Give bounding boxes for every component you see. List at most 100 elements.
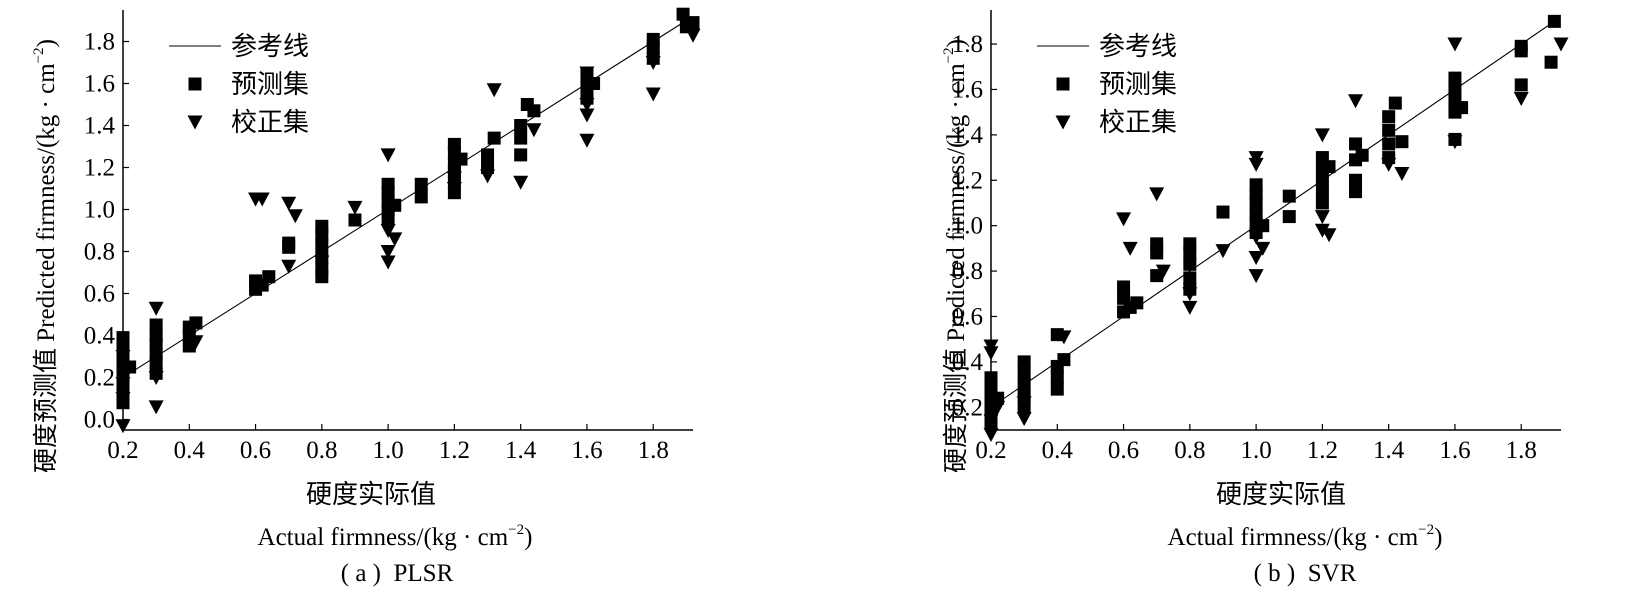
y-tick-label: 0.6: [952, 303, 983, 330]
calibration-point: [486, 83, 502, 98]
y-tick-label: 1.6: [84, 71, 115, 98]
prediction-point: [1547, 14, 1561, 28]
prediction-point: [1130, 296, 1144, 310]
x-tick-label: 1.0: [1240, 437, 1271, 464]
calibration-point: [645, 56, 661, 70]
y-tick-label: 1.8: [84, 29, 115, 56]
y-tick-label: 1.2: [84, 155, 115, 182]
legend-triangle-swatch: [1055, 115, 1071, 130]
calibration-point: [115, 392, 131, 406]
x-axis-label-en-text: Actual firmness/(kg · cm: [1168, 524, 1419, 551]
calibration-point: [1314, 128, 1330, 143]
panel-caption: ( a ) PLSR: [341, 560, 454, 587]
prediction-point: [1183, 237, 1197, 251]
prediction-point: [514, 119, 528, 132]
panel-svr: 0.2 0.4 0.6 0.8 1.0 1.2 1.4 1.6 1.8 0.2 0.4 0.6 0.8 1…: [941, 10, 1569, 587]
prediction-point: [514, 148, 528, 162]
calibration-point: [579, 108, 595, 123]
axes: [990, 10, 1561, 431]
calibration-point: [983, 339, 999, 354]
y-tick-label: 0.6: [84, 281, 115, 308]
x-tick-label: 1.6: [1439, 437, 1470, 464]
calibration-point: [983, 414, 999, 429]
x-axis-label-cn: 硬度实际值: [1216, 480, 1346, 509]
prediction-point: [1544, 55, 1558, 69]
legend-label: 校正集: [1099, 108, 1177, 137]
calibration-point: [1447, 135, 1463, 150]
x-tick-label: 1.2: [439, 437, 470, 464]
calibration-point: [148, 301, 164, 316]
y-tick-label: 0.2: [952, 394, 983, 421]
calibration-point: [579, 66, 595, 81]
calibration-point: [1248, 151, 1264, 166]
prediction-point: [1448, 82, 1462, 96]
x-tick-label: 1.0: [372, 437, 403, 464]
tick-labels: 0.2 0.4 0.6 0.8 1.0 1.2 1.4 1.6 1.8 0.0 0.2 0.4 0.6 0…: [84, 29, 669, 465]
calibration-point: [990, 400, 1006, 415]
panel-caption: ( b ) SVR: [1254, 560, 1357, 587]
prediction-point: [1349, 185, 1363, 199]
y-tick-label: 0.8: [952, 258, 983, 285]
legend-label: 预测集: [1099, 70, 1177, 99]
calibration-point: [1553, 37, 1569, 52]
calibration-point: [148, 400, 164, 415]
calibration-point: [1016, 396, 1032, 411]
reference-line-group: [990, 20, 1555, 408]
calibration-point: [1513, 92, 1529, 107]
prediction-point: [381, 177, 395, 191]
calibration-point: [446, 182, 462, 196]
y-tick-label: 1.2: [952, 167, 983, 194]
calibration-point: [685, 28, 701, 43]
y-tick-label: 1.8: [952, 31, 983, 58]
prediction-point: [514, 131, 528, 145]
x-axis-label-en: Actual firmness/(kg · cm−2): [258, 522, 533, 551]
y-axis-label-close: ): [33, 39, 60, 47]
prediction-point: [587, 77, 601, 90]
legend-label: 参考线: [1099, 32, 1177, 61]
y-tick-label: 1.6: [952, 76, 983, 103]
calibration-point: [1016, 412, 1032, 427]
calibration-point: [1149, 187, 1165, 202]
y-axis-label-close: ): [943, 39, 970, 47]
calibration-point: [1116, 212, 1132, 227]
x-tick-label: 0.6: [1108, 437, 1139, 464]
prediction-point: [686, 16, 700, 30]
prediction-point: [487, 131, 501, 145]
calibration-set-series: [983, 37, 1569, 443]
prediction-point: [149, 347, 163, 361]
prediction-point: [1017, 355, 1031, 369]
legend-square-swatch: [1056, 77, 1070, 91]
prediction-point: [1057, 353, 1071, 367]
calibration-point: [281, 196, 297, 211]
prediction-point: [282, 236, 296, 250]
x-tick-label: 1.8: [1506, 437, 1537, 464]
legend-label: 校正集: [231, 108, 309, 137]
prediction-point: [1249, 178, 1263, 192]
calibration-point: [115, 350, 131, 364]
calibration-point: [1248, 269, 1264, 284]
prediction-set-series: [984, 14, 1561, 430]
prediction-point: [348, 213, 362, 227]
prediction-point: [149, 318, 163, 332]
calibration-point: [1447, 37, 1463, 52]
calibration-point: [1348, 94, 1364, 109]
prediction-point: [1315, 196, 1329, 210]
prediction-point: [676, 7, 690, 21]
calibration-point: [380, 148, 396, 163]
x-axis-label-close: ): [1434, 524, 1442, 551]
calibration-point: [254, 192, 270, 207]
y-tick-label: 1.0: [84, 197, 115, 224]
reference-line-group: [122, 20, 687, 378]
calibration-point: [1155, 264, 1171, 279]
prediction-point: [454, 152, 468, 166]
prediction-point: [1150, 237, 1164, 251]
y-axis-label-text: 硬度预测值 Predicted firmness/(kg · cm: [942, 63, 970, 473]
calibration-point: [281, 259, 297, 274]
prediction-point: [481, 148, 495, 162]
calibration-point: [1381, 157, 1397, 172]
calibration-point: [347, 200, 363, 215]
calibration-point: [480, 169, 496, 184]
axes: [122, 10, 693, 431]
calibration-point: [579, 133, 595, 148]
prediction-point: [1017, 366, 1031, 380]
